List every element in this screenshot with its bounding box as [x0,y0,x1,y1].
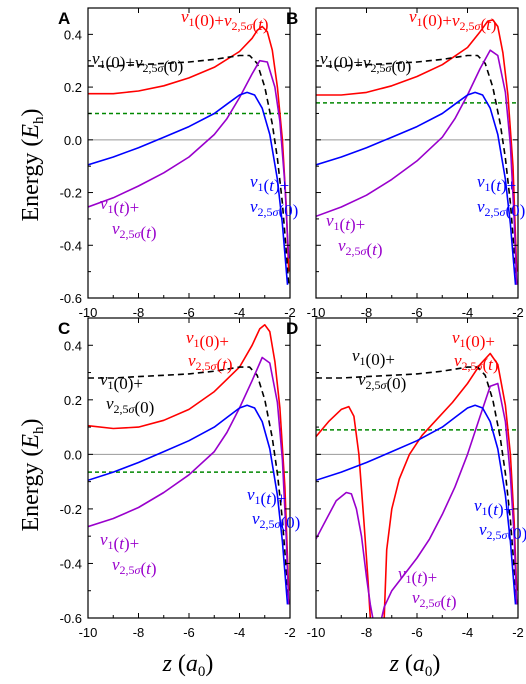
x-tick-label: -10 [307,625,326,640]
y-tick-label: 0.2 [64,393,82,408]
panel-C: -10 -8 -6 -4 -2-0.6-0.4-0.20.00.20.4C v1(0)+v… [58,317,300,640]
series-line [88,366,290,605]
curve-label-purple: v2,5σ(t) [338,236,383,259]
x-tick-label: -2 [284,305,296,320]
panel-B: -10 -8 -6 -4 -2 B v1(0)+v2,5σ(t) v1(0)+v2,5σ(0)… [286,7,525,320]
curve-label-blue: v2,5σ(0) [477,197,525,220]
curve-label-blue: v2,5σ(0) [250,197,298,220]
y-tick-label: 0.2 [64,80,82,95]
y-tick-label: -0.6 [60,611,82,626]
x-tick-label: -6 [183,625,195,640]
x-axis-label-left: z (a0) [162,651,214,680]
series-line [316,491,374,618]
y-tick-label: 0.0 [64,133,82,148]
curve-label-purple: v1(t)+ [326,211,365,234]
series-line [316,404,517,605]
x-tick-label: -10 [307,305,326,320]
curve-label-red: v2,5σ(t) [454,351,499,374]
curve-label-blue: v1(t)+ [477,172,516,195]
curve-label-red: v1(0)+ [452,328,495,351]
series-line [88,91,289,285]
curve-label-blue: v2,5σ(0) [479,520,526,543]
x-tick-label: -6 [411,625,423,640]
panel-A: -10 -8 -6 -4 -2 -0.6 -0.4 -0.2 0.0 0.2 0.4A v1(0)+v… [58,7,298,320]
x-tick-label: -8 [361,625,373,640]
x-tick-label: -8 [133,625,145,640]
curve-label-red: v2,5σ(t) [188,351,233,374]
curve-label-purple: v2,5σ(t) [112,219,157,242]
curve-label-purple: v1(t)+ [100,194,139,217]
x-tick-label: -2 [284,625,296,640]
series-line [316,19,518,272]
x-tick-label: -4 [234,625,246,640]
series-line [383,352,518,618]
curve-label-black: v1(0)+v2,5σ(0) [320,49,411,76]
series-line [380,382,518,618]
series-line [316,366,518,605]
y-axis-label-top: Energy (Eh) [18,108,47,221]
series-line [316,54,518,285]
curve-label-purple: v1(t)+ [100,530,139,553]
curve-label-black: v1(0)+ [352,346,395,369]
x-tick-label: -8 [361,305,373,320]
x-tick-label: -10 [79,305,98,320]
panel-label: C [58,319,70,338]
x-tick-label: -4 [234,305,246,320]
series-line [88,25,290,272]
curve-label-black: v1(0)+v2,5σ(0) [92,49,183,76]
y-tick-label: -0.2 [60,186,82,201]
x-tick-label: -4 [462,305,474,320]
panel-label: B [286,9,298,28]
x-tick-label: -2 [512,625,524,640]
y-tick-label: -0.4 [60,556,82,571]
curve-label-red: v1(0)+v2,5σ(t) [409,7,497,34]
series-line [316,91,517,285]
curve-label-red: v1(0)+v2,5σ(t) [181,7,269,34]
series-line [88,54,290,285]
curve-label-black: v2,5σ(0) [106,394,154,417]
curve-label-black: v2,5σ(0) [358,370,406,393]
curve-label-purple: v2,5σ(t) [112,555,157,578]
curve-label-purple: v2,5σ(t) [412,588,457,611]
y-tick-label: 0.4 [64,27,82,42]
panel-label: D [286,319,298,338]
curve-label-purple: v1(t)+ [398,564,437,587]
y-tick-label: 0.0 [64,447,82,462]
curve-label-blue: v2,5σ(0) [252,509,300,532]
panel-label: A [58,9,70,28]
x-tick-label: -10 [79,625,98,640]
x-axis-label-right: z (a0) [389,651,441,680]
curve-label-blue: v1(t)+ [247,485,286,508]
y-tick-label: 0.4 [64,338,82,353]
series-line [88,404,289,605]
curve-label-blue: v1(t)+ [250,172,289,195]
series-line [88,59,290,259]
svg-text:Energy (Eh): Energy (Eh) [18,418,47,531]
y-axis-label-bottom: Energy (Eh) [18,418,47,531]
x-tick-label: -2 [512,305,524,320]
panel-D: -10 -8 -6 -4 -2D v1(0)+v2,5σ(t)v1(0)+v2,5σ(0)… [286,317,526,640]
curve-label-blue: v1(t)+ [474,496,513,519]
y-tick-label: -0.2 [60,502,82,517]
panels-group: -10 -8 -6 -4 -2-0.6-0.4-0.20.00.20.4A v1(0)+v… [58,7,526,640]
svg-text:Energy (Eh): Energy (Eh) [18,108,47,221]
curve-label-black: v1(0)+ [100,370,143,393]
x-tick-label: -6 [183,305,195,320]
x-tick-label: -8 [133,305,145,320]
plot-frame [87,7,291,299]
series-line [88,324,290,591]
series-line [316,405,372,618]
x-tick-label: -6 [411,305,423,320]
y-tick-label: -0.4 [60,238,82,253]
x-tick-label: -4 [462,625,474,640]
curve-label-red: v1(0)+ [186,328,229,351]
y-tick-label: -0.6 [60,291,82,306]
